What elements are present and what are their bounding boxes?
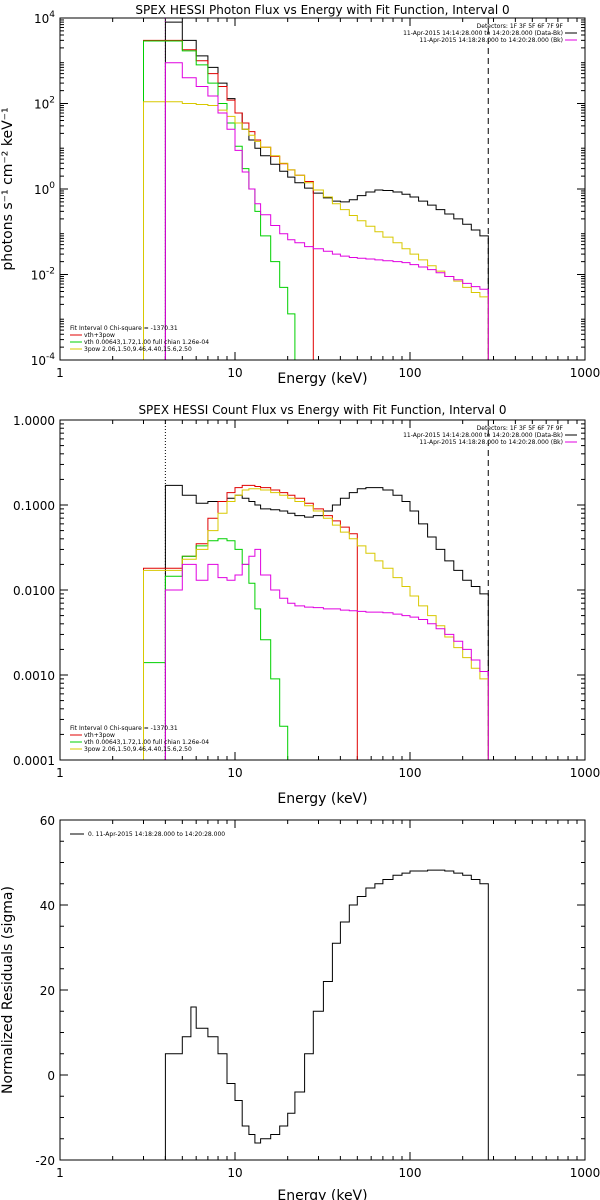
legend-entry: Detectors: 1F 3F 5F 6F 7F 9F xyxy=(477,23,564,30)
x-tick-label: 10 xyxy=(227,1166,242,1180)
legend-entry: Fit Interval 0 Chi-square = -1370.31 xyxy=(70,325,178,332)
x-tick-label: 1 xyxy=(56,1166,64,1180)
legend-entry: 11-Apr-2015 14:14:28.000 to 14:20:28.000… xyxy=(403,30,563,37)
x-tick-label: 10 xyxy=(227,366,242,380)
y-tick-label: -20 xyxy=(35,1154,55,1168)
series-line-4 xyxy=(164,548,489,760)
x-tick-label: 1 xyxy=(56,766,64,780)
y-tick-label: 104 xyxy=(34,10,55,26)
series-line-0 xyxy=(164,869,489,1160)
legend-entry: vth 0.00643,1.72,1.00 full chian 1.26e-0… xyxy=(84,739,209,746)
y-tick-label: 10-4 xyxy=(31,352,56,368)
y-tick-label: 0.0001 xyxy=(13,754,55,768)
y-axis-label: Normalized Residuals (sigma) xyxy=(0,886,16,1094)
x-axis-label: Energy (keV) xyxy=(277,371,367,387)
legend-entry: Detectors: 1F 3F 5F 6F 7F 9F xyxy=(477,425,564,432)
x-tick-label: 1000 xyxy=(570,366,600,380)
legend-entry: vth+3pow xyxy=(84,332,115,339)
chart-panel-0: SPEX HESSI Photon Flux vs Energy with Fi… xyxy=(0,3,600,387)
series-group xyxy=(143,484,489,760)
series-group xyxy=(143,21,489,360)
plot-frame xyxy=(59,419,586,761)
series-line-1 xyxy=(143,484,358,760)
x-tick-label: 100 xyxy=(399,766,422,780)
y-tick-label: 0.0010 xyxy=(13,669,55,683)
series-line-3 xyxy=(143,101,489,360)
legend-entry: Fit Interval 0 Chi-square = -1370.31 xyxy=(70,725,178,732)
legend-entry: 3pow 2.06,1.50,9.46,4.40,15.6,2.50 xyxy=(84,746,192,753)
y-tick-label: 0.0100 xyxy=(13,584,55,598)
plot-frame xyxy=(59,17,586,361)
series-line-0 xyxy=(164,484,489,760)
legend-entry: 11-Apr-2015 14:18:28.000 to 14:20:28.000… xyxy=(419,439,563,446)
y-tick-label: 0.1000 xyxy=(13,499,55,513)
series-group xyxy=(164,869,489,1160)
x-tick-label: 100 xyxy=(399,1166,422,1180)
legend-entry: 11-Apr-2015 14:14:28.000 to 14:20:28.000… xyxy=(403,432,563,439)
y-axis-label: photons s⁻¹ cm⁻² keV⁻¹ xyxy=(0,107,16,270)
y-tick-label: 60 xyxy=(40,814,55,828)
x-tick-label: 1000 xyxy=(570,1166,600,1180)
x-tick-label: 1000 xyxy=(570,766,600,780)
series-line-0 xyxy=(164,21,489,360)
legend-entry: 3pow 2.06,1.50,9.46,4.40,15.6,2.50 xyxy=(84,346,192,353)
legend-entry: 11-Apr-2015 14:18:28.000 to 14:20:28.000… xyxy=(419,37,563,44)
y-tick-label: 10-2 xyxy=(31,267,55,283)
chart-panel-1: SPEX HESSI Count Flux vs Energy with Fit… xyxy=(13,403,600,807)
y-tick-label: 20 xyxy=(40,984,55,998)
chart-panel-2: 1 10 100 1000 -20 0 20 40 60 Energy (keV) Normaliz… xyxy=(0,814,600,1200)
series-line-4 xyxy=(164,62,489,360)
x-axis-label: Energy (keV) xyxy=(277,1188,367,1200)
y-tick-label: 102 xyxy=(34,96,55,112)
x-tick-label: 10 xyxy=(227,766,242,780)
x-axis-label: Energy (keV) xyxy=(277,791,367,807)
legend-entry: vth 0.00643,1.72,1.00 full chian 1.26e-0… xyxy=(84,339,209,346)
x-tick-label: 1 xyxy=(56,366,64,380)
legend-entry: vth+3pow xyxy=(84,732,115,739)
x-tick-label: 100 xyxy=(399,366,422,380)
y-tick-label: 40 xyxy=(40,899,55,913)
y-tick-label: 0 xyxy=(47,1069,55,1083)
legend-entry: 0. 11-Apr-2015 14:18:28.000 to 14:20:28.… xyxy=(88,831,225,838)
chart-title: SPEX HESSI Count Flux vs Energy with Fit… xyxy=(138,403,506,417)
series-line-2 xyxy=(143,40,296,360)
plot-frame xyxy=(59,819,586,1161)
chart-title: SPEX HESSI Photon Flux vs Energy with Fi… xyxy=(135,3,509,17)
y-tick-label: 1.0000 xyxy=(13,414,55,428)
y-tick-label: 100 xyxy=(34,181,55,197)
